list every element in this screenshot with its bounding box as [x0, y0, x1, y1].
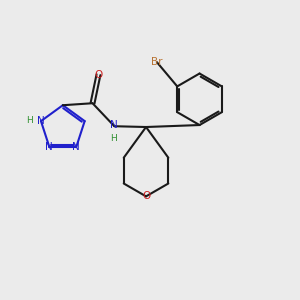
Text: H: H — [110, 134, 117, 142]
Text: N: N — [37, 116, 45, 126]
Text: H: H — [26, 116, 32, 125]
Text: O: O — [142, 191, 150, 201]
Text: Br: Br — [151, 57, 163, 67]
Text: N: N — [110, 120, 117, 130]
Text: N: N — [45, 142, 53, 152]
Text: O: O — [94, 70, 103, 80]
Text: N: N — [73, 142, 80, 152]
